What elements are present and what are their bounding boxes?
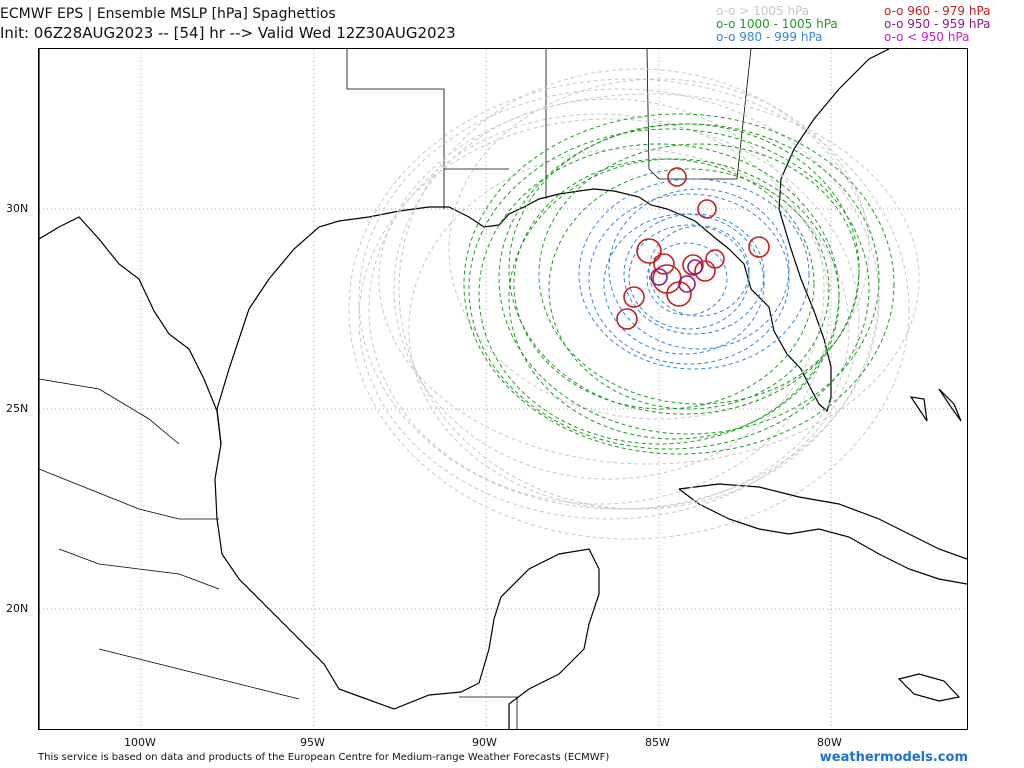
lat-tick-20n: 20N [6, 602, 29, 615]
brand-link[interactable]: weathermodels.com [819, 750, 968, 765]
legend-entry-980-999: o-o 980 - 999 hPa [716, 30, 823, 44]
borders [38, 48, 752, 729]
low-centers [616, 167, 770, 330]
lon-tick-100w: 100W [124, 736, 156, 749]
lon-tick-90w: 90W [472, 736, 497, 749]
chart-subtitle: Init: 06Z28AUG2023 -- [54] hr --> Valid … [0, 24, 456, 42]
lon-tick-95w: 95W [300, 736, 325, 749]
lon-tick-80w: 80W [817, 736, 842, 749]
lat-tick-25n: 25N [6, 402, 29, 415]
graticule [39, 49, 967, 729]
map-panel [38, 48, 968, 730]
contours-blue [578, 178, 810, 370]
legend-entry-gt1005: o-o > 1005 hPa [716, 4, 810, 18]
lat-tick-30n: 30N [6, 202, 29, 215]
map-svg [38, 48, 968, 729]
legend-entry-950-959: o-o 950 - 959 hPa [884, 17, 991, 31]
lon-tick-85w: 85W [645, 736, 670, 749]
contours-green [463, 113, 895, 455]
legend-entry-1000-1005: o-o 1000 - 1005 hPa [716, 17, 838, 31]
coastlines [38, 48, 968, 729]
legend-entry-960-979: o-o 960 - 979 hPa [884, 4, 991, 18]
chart-title: ECMWF EPS | Ensemble MSLP [hPa] Spaghett… [0, 6, 336, 22]
legend-entry-lt950: o-o < 950 hPa [884, 30, 970, 44]
footer-credit: This service is based on data and produc… [38, 752, 610, 763]
contours-grey [348, 68, 920, 540]
